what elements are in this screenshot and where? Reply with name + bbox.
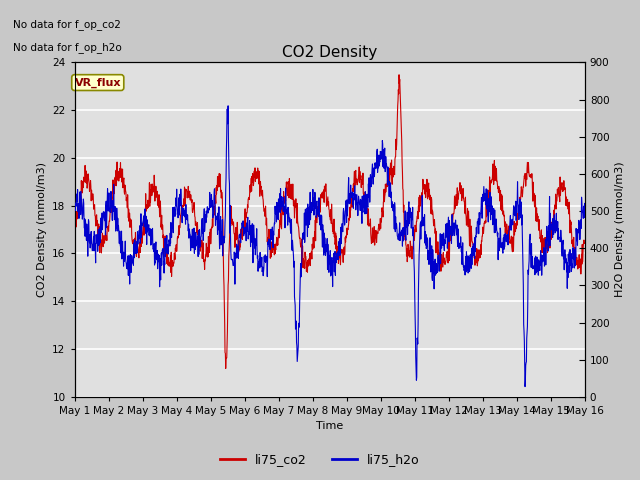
Y-axis label: CO2 Density (mmol/m3): CO2 Density (mmol/m3)	[36, 162, 47, 297]
Y-axis label: H2O Density (mmol/m3): H2O Density (mmol/m3)	[615, 162, 625, 298]
Text: No data for f_op_h2o: No data for f_op_h2o	[13, 42, 122, 53]
Text: VR_flux: VR_flux	[74, 77, 121, 88]
Title: CO2 Density: CO2 Density	[282, 45, 378, 60]
X-axis label: Time: Time	[316, 421, 344, 432]
Text: No data for f_op_co2: No data for f_op_co2	[13, 19, 121, 30]
Legend: li75_co2, li75_h2o: li75_co2, li75_h2o	[215, 448, 425, 471]
